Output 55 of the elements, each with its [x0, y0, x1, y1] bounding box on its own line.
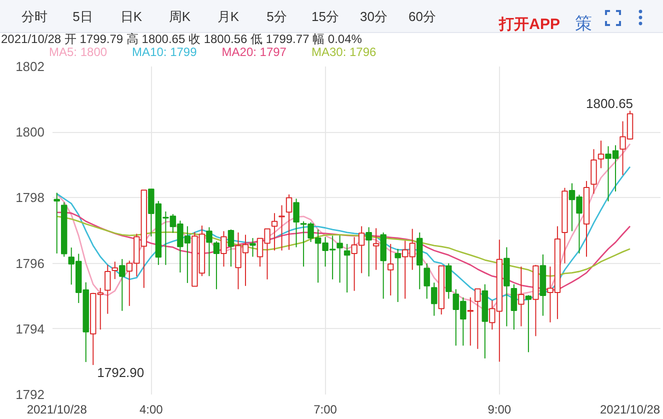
text: 5日 — [72, 8, 94, 26]
candlestick — [104, 264, 111, 314]
candlestick — [431, 282, 438, 316]
text: 日K — [119, 8, 144, 26]
candlestick — [228, 229, 234, 268]
chart-subtitle: 2021/10/28 开 1799.79 高 1800.65 收 1800.56 低 1799.77 幅 0.04% — [0, 32, 363, 46]
candlestick — [394, 248, 401, 303]
text: MA5: 1800 — [49, 45, 108, 59]
y-tick-label: 1792 — [16, 387, 44, 402]
candlestick — [467, 296, 474, 346]
annotation: 1800.65 — [586, 96, 634, 111]
text: 5分 — [266, 8, 288, 26]
candlestick — [54, 192, 60, 254]
candlestick — [271, 212, 278, 252]
candlestick — [220, 230, 227, 268]
x-tick-label: 2021/10/28 — [600, 402, 660, 416]
text: 月K — [216, 8, 240, 26]
candlestick — [293, 198, 300, 248]
text: 打开APP — [499, 15, 560, 35]
candlestick — [372, 228, 380, 270]
y-tick-label: 1800 — [16, 124, 44, 140]
text: 15分 — [310, 8, 340, 26]
y-tick-label: 1802 — [16, 59, 44, 74]
candlestick — [518, 266, 524, 327]
text: 策 — [575, 13, 592, 35]
text: 分时 — [20, 8, 48, 26]
candlestick — [424, 262, 430, 300]
y-tick-label: 1796 — [16, 256, 44, 271]
y-tick-label: 1798 — [16, 190, 44, 206]
candlestick — [112, 261, 118, 280]
text: 周K — [168, 8, 192, 26]
candlestick — [286, 194, 292, 250]
text: 30分 — [359, 8, 388, 26]
candlestick — [525, 294, 532, 353]
candlestick — [474, 288, 481, 350]
text: 60分 — [408, 8, 437, 26]
x-tick-label: 4:00 — [139, 402, 164, 416]
candlestick — [366, 226, 372, 277]
candlestick — [598, 140, 604, 169]
y-tick-label: 1794 — [16, 321, 44, 336]
candlestick — [510, 284, 518, 330]
candlestick — [119, 258, 126, 312]
x-tick-label: 7:00 — [314, 402, 338, 416]
text: MA20: 1797 — [222, 45, 286, 59]
annotation: 1792.90 — [97, 364, 144, 380]
candlestick — [387, 243, 394, 296]
text: MA30: 1796 — [311, 45, 376, 59]
x-tick-label: 9:00 — [488, 402, 512, 416]
text: MA10: 1799 — [132, 45, 197, 59]
x-tick-label: 2021/10/28 — [26, 402, 88, 416]
candlestick — [250, 238, 256, 258]
candlestick — [336, 234, 343, 284]
line-series — [56, 216, 631, 277]
candlestick — [344, 243, 350, 293]
candlestick — [278, 204, 285, 252]
